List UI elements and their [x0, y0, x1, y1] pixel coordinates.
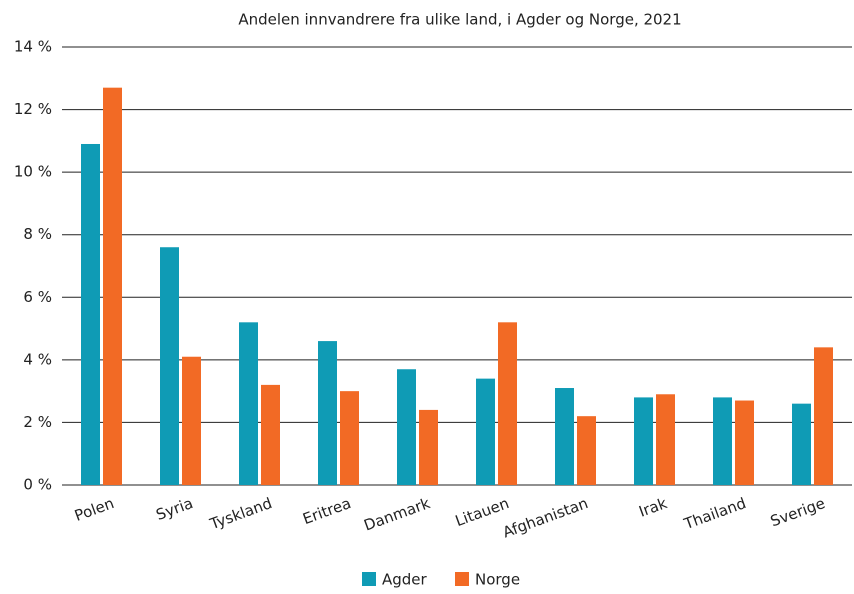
y-tick-label: 2 %	[23, 413, 52, 431]
y-tick-label: 12 %	[14, 100, 52, 118]
bar	[103, 87, 122, 486]
bar	[182, 356, 201, 485]
legend-label: Norge	[475, 571, 520, 589]
y-tick-label: 6 %	[23, 288, 52, 306]
x-tick-label: Sverige	[768, 494, 827, 530]
x-tick-label: Irak	[636, 494, 669, 521]
y-tick-label: 8 %	[23, 225, 52, 243]
x-tick-label: Afghanistan	[500, 494, 590, 541]
legend-swatch	[455, 572, 469, 586]
bar	[634, 397, 653, 485]
x-tick-label: Eritrea	[300, 494, 353, 528]
y-tick-label: 14 %	[14, 38, 52, 56]
bar	[261, 384, 280, 485]
x-tick-label: Polen	[72, 494, 116, 525]
bar	[577, 416, 596, 485]
y-tick-label: 4 %	[23, 350, 52, 368]
bar	[735, 400, 754, 485]
bar	[792, 403, 811, 485]
bar	[656, 394, 675, 485]
chart-title: Andelen innvandrere fra ulike land, i Ag…	[238, 11, 681, 29]
bar	[239, 322, 258, 485]
legend-swatch	[362, 572, 376, 586]
x-tick-label: Thailand	[681, 494, 749, 533]
x-tick-label: Danmark	[362, 494, 433, 535]
bar	[476, 378, 495, 485]
y-tick-label: 0 %	[23, 476, 52, 494]
bar	[713, 397, 732, 485]
bar	[160, 247, 179, 485]
bar	[498, 322, 517, 485]
bar	[318, 341, 337, 485]
bar	[814, 347, 833, 485]
y-tick-label: 10 %	[14, 163, 52, 181]
bar	[555, 388, 574, 485]
bar	[81, 143, 100, 485]
x-tick-label: Syria	[154, 494, 196, 524]
x-tick-label: Tyskland	[207, 494, 275, 533]
bar	[419, 409, 438, 485]
bar	[340, 391, 359, 485]
bar	[397, 369, 416, 485]
legend-label: Agder	[382, 571, 428, 589]
